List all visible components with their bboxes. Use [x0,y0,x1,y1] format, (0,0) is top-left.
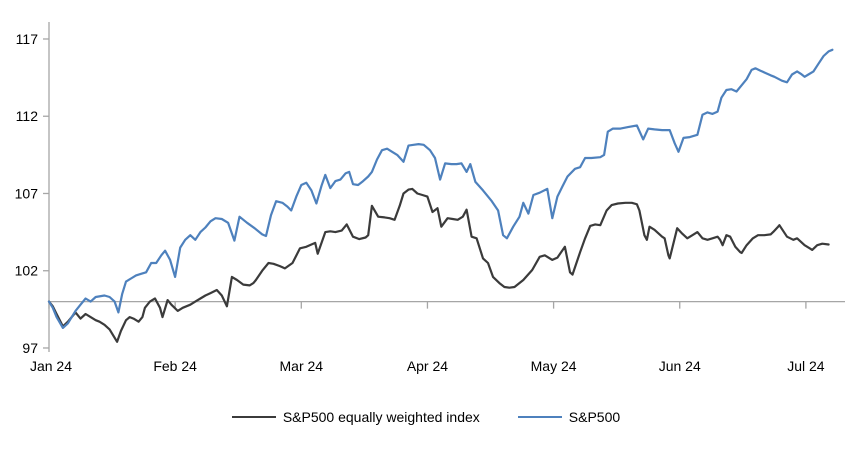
x-tick-label: Jan 24 [30,358,72,374]
x-tick-label: Mar 24 [280,358,324,374]
legend-line-sample [517,416,562,418]
x-tick-label: Feb 24 [153,358,197,374]
y-tick-label: 112 [16,108,39,124]
y-tick-label: 97 [22,340,38,356]
legend-item-label: S&P500 equally weighted index [282,409,480,425]
legend-item-label: S&P500 [568,409,621,425]
chart-legend: S&P500 equally weighted index S&P500 [0,409,852,425]
series-line-equal-weight [47,187,830,343]
x-tick-label: Jun 24 [659,358,701,374]
x-tick-label: Jul 24 [787,358,825,374]
legend-item: S&P500 [517,409,621,425]
y-tick-label: 102 [15,263,39,279]
x-tick-label: May 24 [531,358,577,374]
legend-line-sample [231,416,276,418]
y-tick-label: 117 [16,31,39,47]
y-tick-label: 107 [15,185,39,201]
x-tick-label: Apr 24 [407,358,448,374]
series-line-sp500 [47,48,834,329]
legend-item: S&P500 equally weighted index [231,409,480,425]
